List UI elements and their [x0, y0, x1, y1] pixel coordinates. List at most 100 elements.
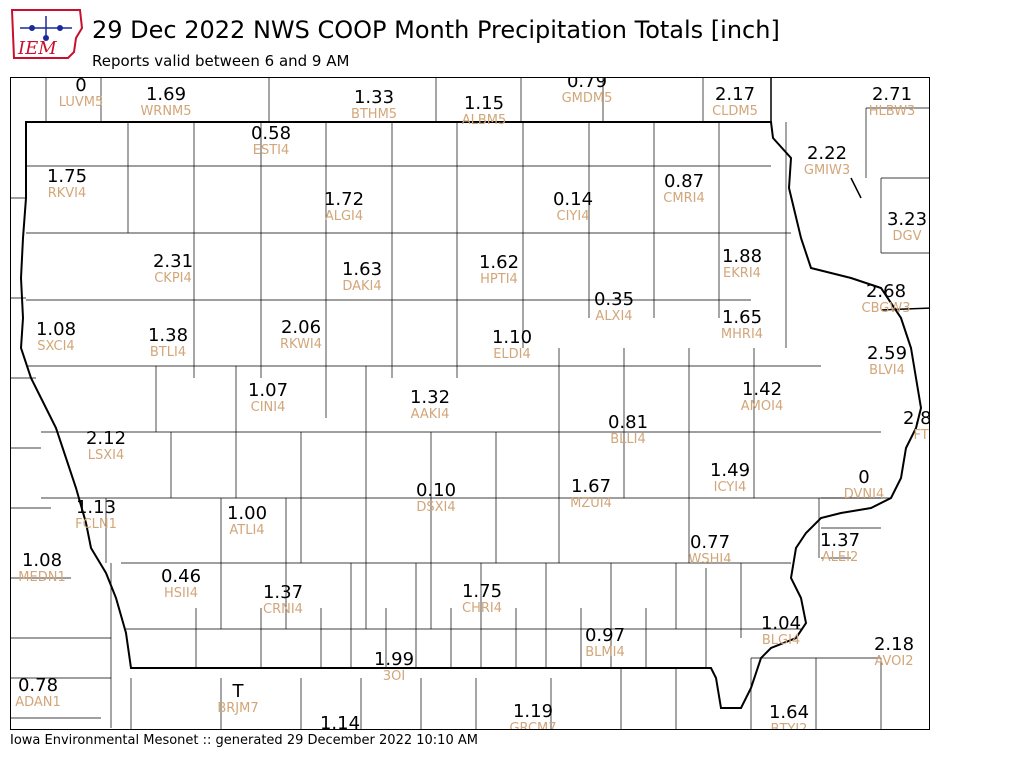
station-value: 1.75: [46, 166, 88, 187]
station-value: 1.14: [319, 713, 361, 730]
map-subtitle: Reports valid between 6 and 9 AM: [92, 52, 350, 70]
station-ckpi4: 2.31 CKPI4: [118, 252, 228, 286]
station-id: LSXI4: [87, 448, 125, 463]
station-value: 0.87: [663, 171, 705, 192]
station-wrnm5: 1.69 WRNM5: [111, 85, 221, 119]
station-value: 0: [75, 77, 87, 96]
station-ciyi4: 0.14 CIYI4: [518, 190, 628, 224]
station-avoi2: 2.18 AVOI2: [839, 634, 929, 669]
footer-credit: Iowa Environmental Mesonet :: generated …: [10, 733, 478, 748]
station-id: RKVI4: [47, 186, 87, 201]
station-value: 2.71: [871, 84, 913, 105]
station-3oi: 1.99 3OI: [339, 650, 449, 684]
station-cbgw3: 2.68 CBGW3: [831, 281, 929, 316]
station-blmi4: 0.97 BLMI4: [550, 626, 660, 660]
station-unlabeled: 1.14: [285, 714, 395, 730]
station-blli4: 0.81 BLLI4: [573, 413, 683, 447]
station-rkwi4: 2.06 RKWI4: [246, 318, 356, 352]
station-value: 1.37: [819, 530, 861, 551]
station-alei2: 1.37 ALEI2: [785, 531, 895, 565]
station-value: 0.78: [17, 675, 59, 696]
station-id: CBGW3: [861, 301, 911, 316]
station-chri4: 1.75 CHRI4: [427, 582, 537, 616]
station-value: 1.13: [75, 497, 117, 518]
station-brjm7: T BRJM7: [183, 682, 293, 716]
station-blvi4: 2.59 BLVI4: [832, 343, 929, 378]
station-id: LUVM5: [58, 95, 104, 110]
station-value: 1.08: [21, 550, 63, 571]
station-id: DVNI4: [843, 487, 885, 502]
station-id: MHRI4: [720, 327, 764, 342]
station-value: 1.62: [478, 252, 520, 273]
station-id: ADAN1: [15, 695, 61, 710]
station-mzui4: 1.67 MZUI4: [536, 477, 646, 511]
station-value: 1.72: [323, 189, 365, 210]
station-adan1: 0.78 ADAN1: [11, 675, 93, 710]
station-daki4: 1.63 DAKI4: [307, 260, 417, 294]
station-value: 2.59: [866, 343, 908, 364]
station-value: 1.88: [721, 246, 763, 267]
station-id: RKWI4: [279, 337, 323, 352]
station-id: GMIW3: [803, 163, 851, 178]
station-id: ALXI4: [595, 309, 633, 324]
station-value: 1.32: [409, 387, 451, 408]
station-eldi4: 1.10 ELDI4: [457, 328, 567, 362]
station-id: AVOI2: [874, 654, 914, 669]
station-bthm5: 1.33 BTHM5: [319, 88, 429, 122]
station-value: 2.22: [806, 143, 848, 164]
station-id: HLBW3: [868, 104, 916, 119]
logo-text: IEM: [17, 38, 57, 59]
station-id: AMOI4: [740, 399, 784, 414]
station-value: 1.07: [247, 380, 289, 401]
station-value: 2.89: [902, 408, 929, 429]
station-id: CHRI4: [462, 601, 502, 616]
station-value: 1.42: [741, 379, 783, 400]
station-id: CRNI4: [263, 602, 303, 617]
station-cini4: 1.07 CINI4: [213, 381, 323, 415]
station-mhri4: 1.65 MHRI4: [687, 308, 797, 342]
station-value: 2.12: [85, 428, 127, 449]
station-wshi4: 0.77 WSHI4: [655, 533, 765, 567]
precipitation-map: 0 LUVM5 1.69 WRNM5 1.33 BTHM5 1.15 ALBM5 0.79 GMD…: [10, 77, 930, 730]
station-value: 0.97: [584, 625, 626, 646]
station-btli4: 1.38 BTLI4: [113, 326, 223, 360]
station-id: DGV: [892, 229, 922, 244]
station-value: 1.64: [768, 702, 810, 723]
station-hlbw3: 2.71 HLBW3: [837, 84, 929, 119]
station-id: ESTI4: [252, 143, 290, 158]
station-cldm5: 2.17 CLDM5: [680, 85, 790, 119]
station-id: WSHI4: [688, 552, 732, 567]
station-id: ALGI4: [324, 209, 364, 224]
station-value: 0.10: [415, 480, 457, 501]
station-id: ALBM5: [461, 113, 507, 128]
station-btyi2: 1.64 BTYI2: [734, 703, 844, 730]
station-id: BRJM7: [217, 701, 259, 716]
station-atli4: 1.00 ATLI4: [192, 504, 302, 538]
station-id: ALEI2: [821, 550, 859, 565]
station-value: 1.19: [512, 701, 554, 722]
station-value: 1.99: [373, 649, 415, 670]
station-value: 2.18: [873, 634, 915, 655]
station-value: 1.69: [145, 84, 187, 105]
station-id: GMDM5: [561, 91, 613, 106]
station-value: 2.68: [865, 281, 907, 302]
station-value: 3.23: [886, 209, 928, 230]
station-id: BTYI2: [770, 722, 808, 730]
station-id: CKPI4: [154, 271, 192, 286]
station-id: WRNM5: [140, 104, 192, 119]
station-value: 2.31: [152, 251, 194, 272]
station-albm5: 1.15 ALBM5: [429, 94, 539, 128]
station-value: 0.14: [552, 189, 594, 210]
station-id: BTLI4: [149, 345, 187, 360]
station-value: 0: [858, 467, 870, 488]
station-id: ELDI4: [493, 347, 531, 362]
station-id: BTHM5: [350, 107, 398, 122]
station-blgi4: 1.04 BLGI4: [726, 614, 836, 648]
station-value: 0.79: [566, 77, 608, 92]
station-value: 1.38: [147, 325, 189, 346]
station-value: 1.04: [760, 613, 802, 634]
station-value: 2.17: [714, 84, 756, 105]
station-value: 1.10: [491, 327, 533, 348]
station-id: HSII4: [164, 586, 198, 601]
station-medn1: 1.08 MEDN1: [11, 550, 97, 585]
